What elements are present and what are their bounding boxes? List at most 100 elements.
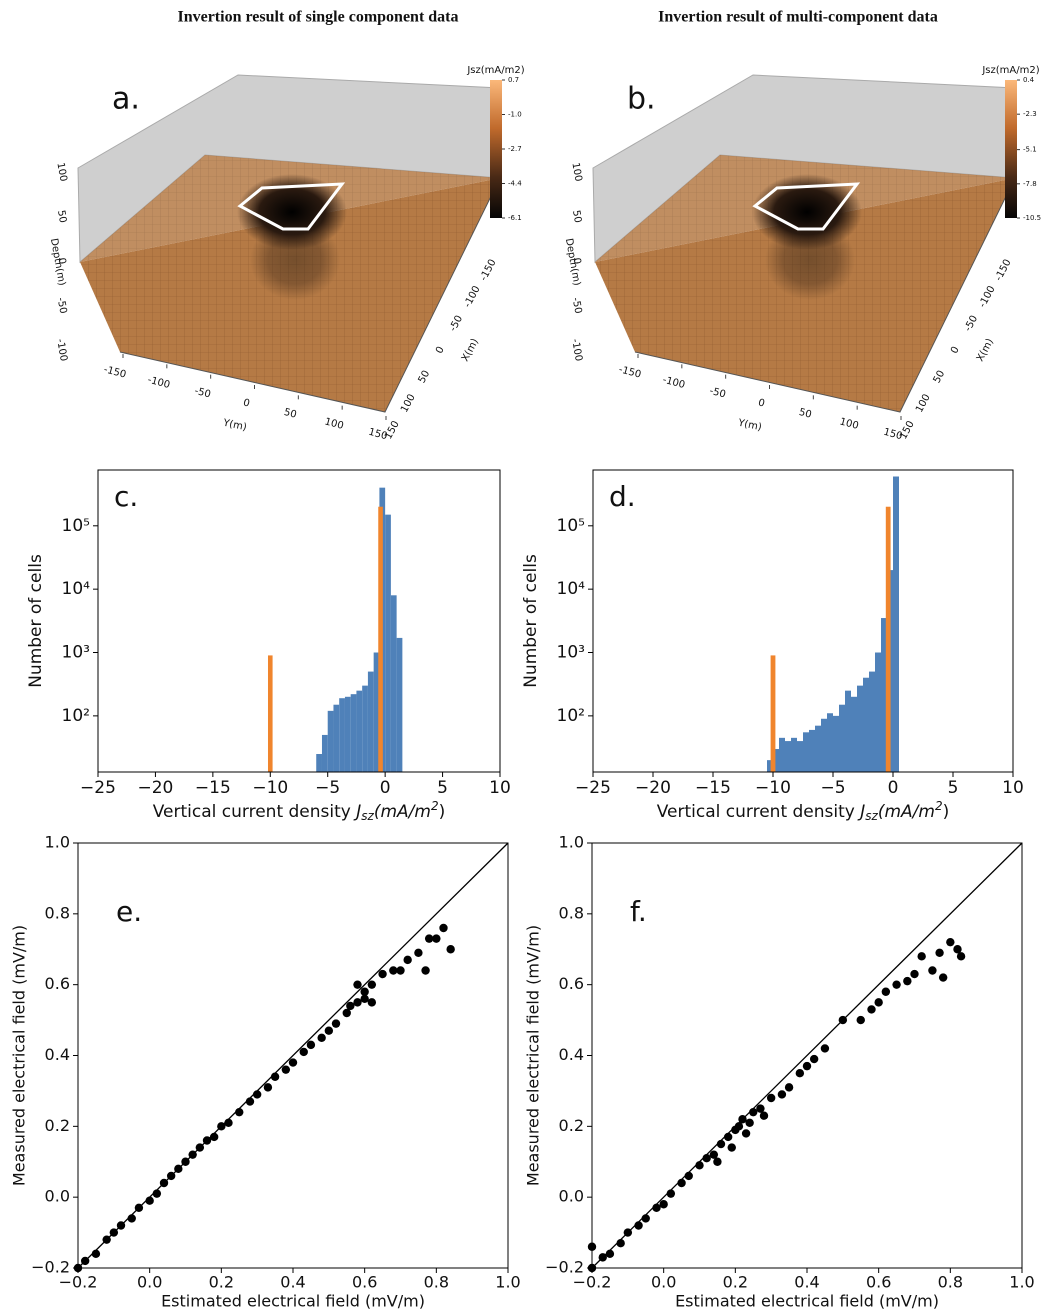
scatter-point bbox=[421, 966, 430, 975]
x-tick-label: 10 bbox=[1002, 778, 1024, 798]
scatter-point bbox=[946, 937, 955, 947]
scatter-point bbox=[389, 966, 398, 975]
histogram-bar bbox=[327, 710, 334, 772]
scatter-point bbox=[331, 1019, 341, 1028]
scatter-point bbox=[217, 1122, 226, 1131]
scatter-point bbox=[306, 1040, 316, 1050]
scatter-point bbox=[245, 1097, 255, 1106]
x-tick-label: 100 bbox=[914, 393, 933, 415]
scatter-point bbox=[396, 966, 405, 975]
y-tick-label: 0.0 bbox=[45, 1187, 70, 1206]
scatter-point bbox=[666, 1189, 676, 1198]
x-axis-label-part: ) bbox=[943, 802, 950, 822]
scatter-point bbox=[166, 1171, 176, 1181]
scatter-point bbox=[195, 1143, 205, 1152]
y-axis-label: Y(m) bbox=[221, 417, 247, 433]
y-axis-label: Measured electrical field (mV/m) bbox=[524, 925, 543, 1186]
histogram-bar bbox=[378, 506, 383, 772]
y-tick-label: -50 bbox=[193, 386, 212, 401]
scatter-point bbox=[716, 1139, 726, 1149]
y-tick-label: 150 bbox=[882, 427, 903, 443]
scatter-point bbox=[181, 1157, 190, 1166]
y-axis-label: Y(m) bbox=[736, 417, 762, 433]
histogram-bar bbox=[833, 715, 839, 772]
colorbar-tick-label: -1.0 bbox=[508, 111, 522, 119]
histogram-bar bbox=[770, 655, 776, 772]
x-tick-label: −10 bbox=[252, 778, 288, 798]
scatter-point bbox=[874, 998, 883, 1007]
scatter-point bbox=[709, 1150, 719, 1159]
scatter-point bbox=[623, 1228, 633, 1237]
scatter-point bbox=[281, 1065, 291, 1074]
x-tick-label: 0 bbox=[949, 345, 962, 356]
y-tick-label: 0.4 bbox=[45, 1045, 70, 1064]
x-axis-label-part: sz bbox=[865, 809, 878, 823]
x-tick-label: 0.6 bbox=[352, 1273, 377, 1292]
y-tick-label: 10² bbox=[557, 706, 585, 726]
x-tick-label: −20 bbox=[137, 778, 173, 798]
panel-label: f. bbox=[630, 895, 647, 928]
x-tick-label: -100 bbox=[462, 284, 482, 309]
scatter-point bbox=[432, 934, 441, 943]
x-axis-label: Estimated electrical field (mV/m) bbox=[161, 1292, 425, 1311]
histogram-bar bbox=[767, 760, 773, 772]
scatter-point bbox=[224, 1118, 233, 1127]
y-tick-label: 0.8 bbox=[45, 903, 70, 922]
x-axis-label-part: Vertical current density bbox=[153, 802, 357, 822]
colorbar-tick-label: -2.3 bbox=[1023, 110, 1037, 118]
scatter-point bbox=[745, 1118, 754, 1127]
z-tick-label: 0 bbox=[56, 257, 68, 265]
colorbar bbox=[1005, 80, 1017, 218]
y-tick-label: -100 bbox=[661, 375, 686, 392]
y-axis-label: Measured electrical field (mV/m) bbox=[10, 925, 29, 1186]
histogram-bar bbox=[367, 671, 374, 772]
x-tick-label: 5 bbox=[437, 778, 448, 798]
scatter-point bbox=[102, 1235, 111, 1244]
reference-line bbox=[77, 842, 509, 1269]
scatter-point bbox=[695, 1161, 704, 1170]
histogram-bar bbox=[350, 694, 357, 772]
x-axis-label: Vertical current density Jsz(mA/m2) bbox=[153, 799, 445, 823]
x-tick-label: 50 bbox=[932, 369, 948, 385]
z-tick-label: -50 bbox=[55, 297, 69, 315]
scatter-point bbox=[360, 987, 369, 996]
y-tick-label: -150 bbox=[102, 364, 127, 381]
scatter-point bbox=[802, 1061, 812, 1071]
scatter-point bbox=[367, 998, 377, 1007]
x-tick-label: 0.8 bbox=[424, 1273, 449, 1292]
scatter-point bbox=[152, 1189, 162, 1198]
scatter-point bbox=[446, 945, 455, 954]
y-tick-label: −0.2 bbox=[545, 1258, 584, 1277]
x-tick-label: 1.0 bbox=[495, 1273, 520, 1292]
y-tick-label: 1.0 bbox=[559, 833, 584, 852]
x-tick-label: −15 bbox=[195, 778, 231, 798]
scatter-point bbox=[809, 1054, 819, 1064]
y-tick-label: 0.6 bbox=[45, 974, 70, 993]
scatter-point bbox=[414, 948, 423, 957]
histogram-bar bbox=[785, 741, 791, 772]
scatter-point bbox=[659, 1200, 668, 1209]
x-tick-label: −5 bbox=[315, 778, 340, 798]
y-tick-label: 10⁴ bbox=[557, 579, 586, 599]
scatter-point bbox=[159, 1178, 169, 1188]
scatter-point bbox=[299, 1047, 308, 1057]
scatter-point bbox=[795, 1069, 805, 1078]
x-axis-label: Vertical current density Jsz(mA/m2) bbox=[657, 799, 949, 823]
scatter-point bbox=[353, 998, 362, 1007]
scatter-point bbox=[317, 1033, 326, 1042]
scatter-point bbox=[346, 1001, 355, 1011]
histogram-bar bbox=[373, 652, 380, 772]
scatter-point bbox=[145, 1196, 154, 1205]
x-tick-label: -150 bbox=[993, 258, 1013, 283]
colorbar-tick-label: -2.7 bbox=[508, 145, 522, 153]
y-tick-label: 10⁵ bbox=[557, 516, 585, 536]
histogram-bar bbox=[893, 476, 899, 772]
histogram-bar bbox=[267, 655, 273, 772]
x-tick-label: −20 bbox=[635, 778, 671, 798]
colorbar-label: Jsz(mA/m2) bbox=[466, 65, 524, 76]
scatter-point bbox=[403, 955, 412, 965]
column-title: Invertion result of multi-component data bbox=[658, 9, 938, 26]
x-tick-label: −10 bbox=[755, 778, 791, 798]
x-tick-label: 0.4 bbox=[280, 1273, 305, 1292]
y-tick-label: 0 bbox=[757, 397, 766, 409]
